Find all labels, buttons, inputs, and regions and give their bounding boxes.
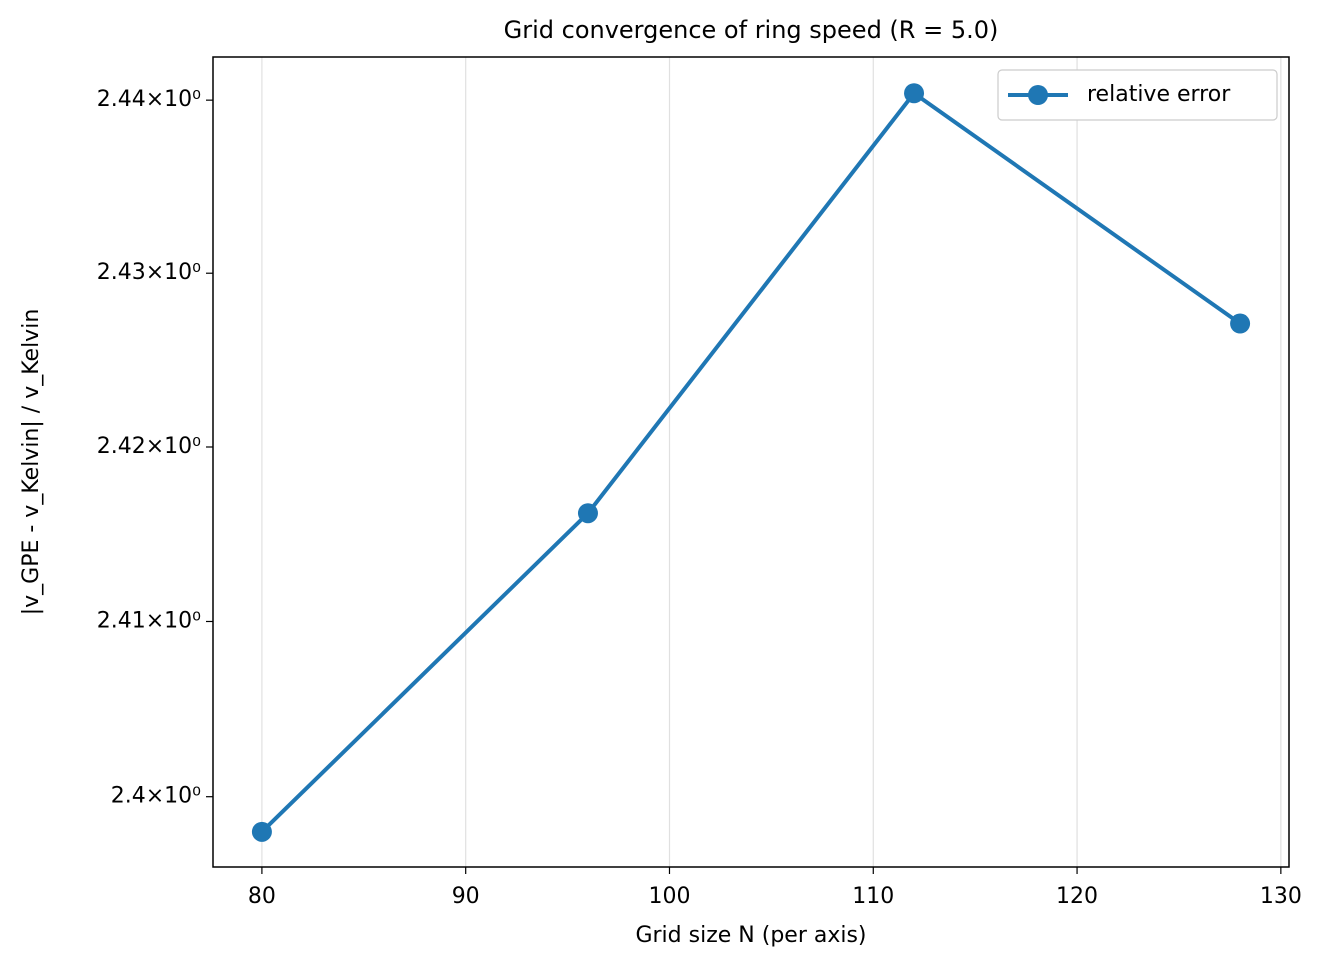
y-tick-label: 2.42×10⁰ bbox=[97, 434, 201, 459]
marker bbox=[577, 503, 598, 524]
marker bbox=[1230, 313, 1251, 334]
x-tick-label: 120 bbox=[1056, 884, 1098, 909]
legend-marker bbox=[1028, 85, 1048, 105]
line bbox=[260, 90, 1242, 834]
y-tick-label: 2.41×10⁰ bbox=[97, 608, 201, 633]
plot-frame bbox=[212, 56, 1290, 868]
legend-box bbox=[997, 69, 1278, 121]
y-tick-label: 2.44×10⁰ bbox=[97, 87, 201, 112]
y-tick-label: 2.43×10⁰ bbox=[97, 260, 201, 285]
y-tick-label: 2.4×10⁰ bbox=[111, 784, 201, 809]
x-tick-label: 130 bbox=[1260, 884, 1302, 909]
x-tick-label: 110 bbox=[852, 884, 894, 909]
x-tick-label: 100 bbox=[648, 884, 690, 909]
chart-title: Grid convergence of ring speed (R = 5.0) bbox=[504, 16, 999, 44]
x-tick-label: 90 bbox=[452, 884, 480, 909]
y-axis-label: |v_GPE - v_Kelvin| / v_Kelvin bbox=[19, 309, 44, 616]
x-axis-label: Grid size N (per axis) bbox=[635, 923, 866, 948]
legend-label: relative error bbox=[1087, 82, 1231, 107]
marker bbox=[251, 821, 272, 842]
x-tick-label: 80 bbox=[248, 884, 276, 909]
marker bbox=[904, 83, 925, 104]
